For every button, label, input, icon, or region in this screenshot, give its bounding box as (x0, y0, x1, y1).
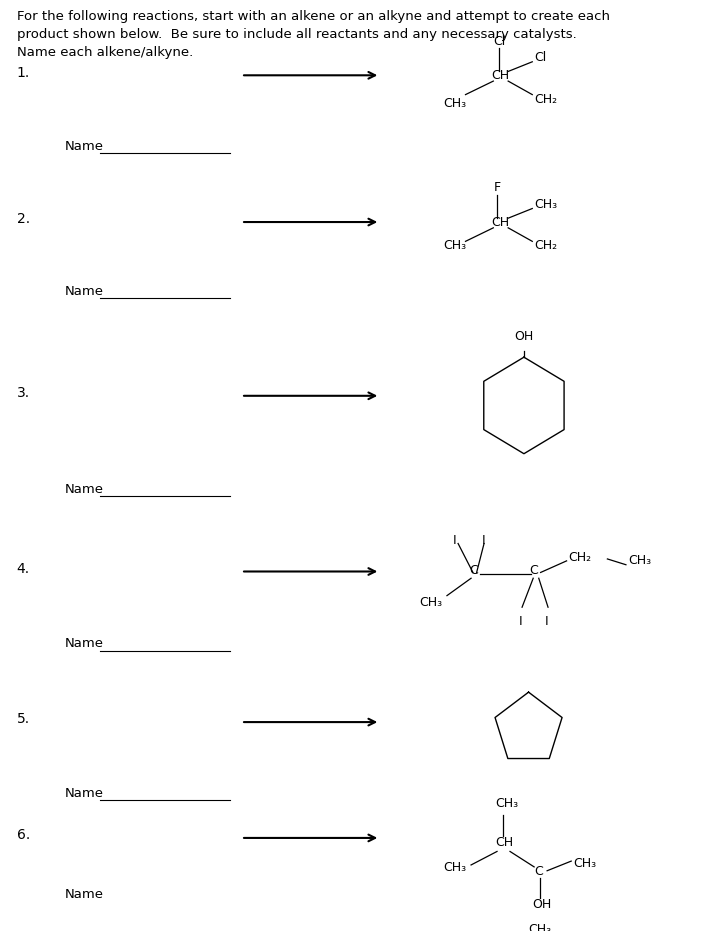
Text: Name: Name (65, 140, 104, 153)
Text: 2.: 2. (16, 212, 30, 226)
Text: CH₃: CH₃ (528, 923, 552, 931)
Text: For the following reactions, start with an alkene or an alkyne and attempt to cr: For the following reactions, start with … (16, 9, 610, 59)
Text: C: C (530, 564, 538, 577)
Text: Name: Name (65, 482, 104, 495)
Text: C: C (534, 865, 543, 878)
Text: C: C (469, 564, 478, 577)
Text: Name: Name (65, 637, 104, 650)
Text: CH₃: CH₃ (495, 797, 518, 810)
Text: CH: CH (491, 216, 510, 228)
Text: CH₂: CH₂ (534, 239, 557, 252)
Text: CH₃: CH₃ (443, 861, 466, 874)
Text: F: F (493, 182, 500, 195)
Text: Name: Name (65, 888, 104, 901)
Text: CH₃: CH₃ (628, 554, 651, 567)
Text: Name: Name (65, 285, 104, 298)
Text: I: I (483, 533, 486, 546)
Text: OH: OH (532, 897, 551, 911)
Text: 4.: 4. (16, 561, 30, 576)
Text: I: I (518, 615, 522, 627)
Text: Name: Name (65, 787, 104, 800)
Text: 3.: 3. (16, 386, 30, 400)
Text: Cl: Cl (493, 34, 505, 47)
Text: CH₃: CH₃ (443, 239, 466, 252)
Text: CH: CH (491, 69, 510, 82)
Text: CH₃: CH₃ (443, 97, 466, 110)
Text: CH₃: CH₃ (534, 198, 557, 211)
Text: I: I (544, 615, 548, 627)
Text: CH₂: CH₂ (569, 550, 591, 563)
Text: 5.: 5. (16, 712, 30, 726)
Text: 6.: 6. (16, 829, 30, 843)
Text: CH: CH (495, 836, 513, 849)
Text: CH₃: CH₃ (419, 596, 442, 609)
Text: 1.: 1. (16, 66, 30, 80)
Text: I: I (453, 533, 456, 546)
Text: CH₃: CH₃ (573, 857, 596, 870)
Text: CH₂: CH₂ (534, 93, 557, 106)
Text: Cl: Cl (534, 51, 546, 64)
Text: OH: OH (515, 331, 534, 344)
